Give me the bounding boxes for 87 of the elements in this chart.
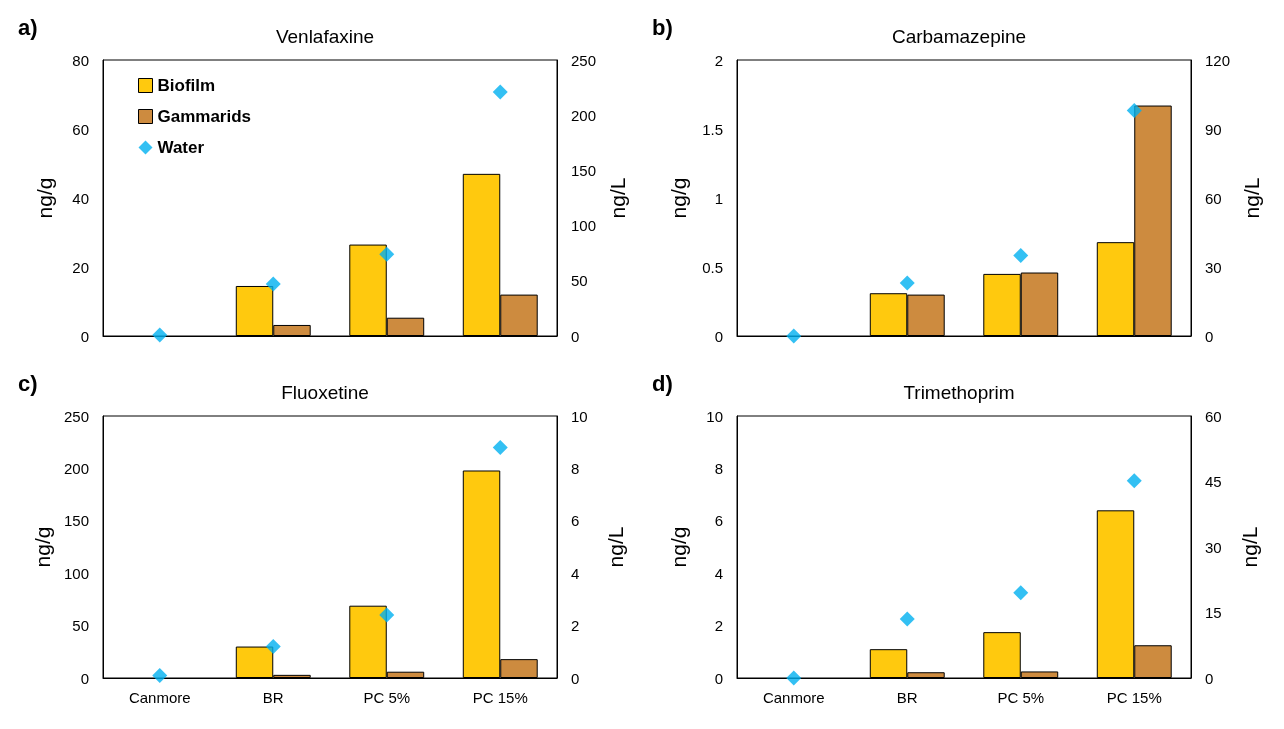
chart-title: Venlafaxine bbox=[275, 26, 375, 47]
y2-tick-label: 120 bbox=[1205, 51, 1231, 69]
y2-tick-label: 60 bbox=[1205, 189, 1222, 207]
y2-tick-label: 100 bbox=[571, 217, 597, 235]
x-tick-label: PC 15% bbox=[472, 689, 528, 706]
y-axis-title: ng/g bbox=[667, 177, 690, 219]
point bbox=[899, 275, 915, 291]
chart-title: Carbamazepine bbox=[891, 26, 1027, 47]
y-tick-label: 150 bbox=[63, 512, 89, 530]
text: d) bbox=[652, 370, 673, 396]
legend-label: Gammarids bbox=[157, 107, 252, 126]
chart-title: Trimethoprim bbox=[903, 382, 1015, 403]
y-tick-label: 200 bbox=[63, 459, 89, 477]
x-tick-label: PC 5% bbox=[363, 689, 411, 706]
y2-tick-label: 15 bbox=[1205, 604, 1222, 621]
text: a) bbox=[18, 14, 38, 40]
y-tick-label: 2 bbox=[714, 51, 723, 69]
y-tick-label: 60 bbox=[72, 120, 89, 138]
y-tick-label: 50 bbox=[72, 617, 89, 635]
y2-tick-label: 6 bbox=[571, 512, 580, 530]
legend-label: Water bbox=[157, 138, 205, 157]
point bbox=[152, 327, 168, 343]
point bbox=[265, 276, 281, 292]
point bbox=[1013, 248, 1029, 263]
y2-tick-label: 50 bbox=[571, 272, 588, 290]
text: b) bbox=[652, 14, 673, 40]
x-tick-label: PC 5% bbox=[997, 689, 1045, 706]
y-tick-label: 1 bbox=[714, 189, 723, 207]
point bbox=[492, 439, 508, 455]
y2-tick-label: 30 bbox=[1205, 258, 1222, 276]
y-tick-label: 4 bbox=[714, 564, 723, 582]
y-tick-label: 100 bbox=[63, 564, 89, 582]
point bbox=[1013, 585, 1029, 601]
y-tick-label: 1.5 bbox=[702, 120, 723, 138]
y-tick-label: 20 bbox=[72, 258, 89, 276]
y2-tick-label: 60 bbox=[1205, 407, 1222, 425]
point bbox=[786, 670, 802, 686]
y-tick-label: 0.5 bbox=[702, 258, 723, 276]
y2-tick-label: 45 bbox=[1205, 473, 1222, 490]
y2-tick-label: 150 bbox=[571, 161, 597, 179]
legend-label: Biofilm bbox=[157, 76, 216, 95]
y-tick-label: 0 bbox=[714, 669, 723, 687]
y-tick-label: 250 bbox=[63, 407, 89, 425]
y-axis-title: ng/g bbox=[31, 526, 55, 568]
y-tick-label: 0 bbox=[80, 327, 89, 345]
text: c) bbox=[18, 370, 38, 396]
y-tick-label: 8 bbox=[714, 459, 723, 477]
y2-axis-title: ng/L bbox=[605, 177, 629, 219]
x-tick-label: BR bbox=[262, 689, 284, 706]
point bbox=[265, 639, 281, 655]
point bbox=[152, 667, 168, 683]
y2-tick-label: 8 bbox=[571, 459, 580, 477]
y-tick-label: 80 bbox=[72, 51, 89, 69]
y2-tick-label: 4 bbox=[571, 564, 580, 582]
point bbox=[1126, 473, 1142, 489]
x-tick-label: PC 15% bbox=[1106, 689, 1162, 706]
y2-tick-label: 2 bbox=[571, 617, 580, 635]
x-tick-label: BR bbox=[896, 689, 918, 706]
y-axis-title: ng/g bbox=[33, 177, 56, 219]
y2-tick-label: 0 bbox=[571, 669, 580, 687]
y2-axis-title: ng/L bbox=[604, 526, 627, 568]
y2-tick-label: 0 bbox=[1205, 669, 1214, 687]
chart-title: Fluoxetine bbox=[281, 382, 369, 403]
y2-tick-label: 0 bbox=[1205, 327, 1214, 345]
y2-axis-title: ng/L bbox=[1238, 526, 1261, 568]
y-tick-label: 40 bbox=[72, 189, 89, 207]
y-tick-label: 0 bbox=[714, 327, 723, 345]
y2-axis-title: ng/L bbox=[1239, 177, 1263, 219]
y2-tick-label: 200 bbox=[571, 106, 597, 124]
y2-tick-label: 0 bbox=[571, 327, 580, 345]
point bbox=[379, 246, 395, 262]
y2-tick-label: 10 bbox=[571, 407, 588, 425]
x-tick-label: Canmore bbox=[128, 689, 191, 706]
y-axis-title: ng/g bbox=[667, 526, 690, 568]
y2-tick-label: 30 bbox=[1205, 538, 1222, 556]
point bbox=[899, 611, 915, 627]
x-tick-label: Canmore bbox=[762, 689, 825, 706]
point bbox=[1126, 103, 1142, 119]
y-tick-label: 2 bbox=[714, 617, 723, 635]
y-tick-label: 6 bbox=[714, 512, 723, 530]
y2-tick-label: 250 bbox=[571, 51, 597, 69]
point bbox=[786, 328, 802, 344]
point bbox=[492, 84, 508, 100]
y-tick-label: 10 bbox=[706, 407, 723, 425]
y2-tick-label: 90 bbox=[1205, 120, 1222, 138]
y-tick-label: 0 bbox=[80, 669, 89, 687]
point bbox=[379, 607, 395, 623]
